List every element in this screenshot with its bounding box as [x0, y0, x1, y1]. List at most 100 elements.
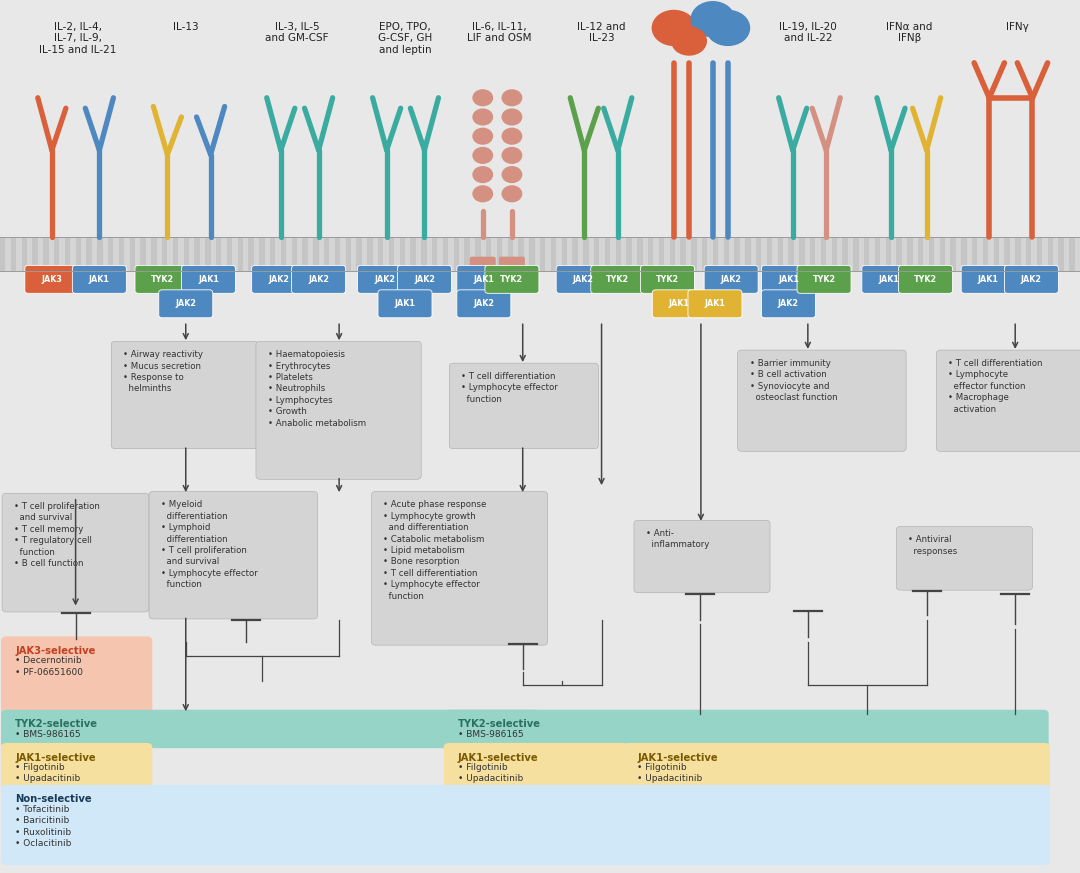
Circle shape — [473, 90, 492, 106]
Bar — [227, 237, 232, 271]
FancyBboxPatch shape — [899, 265, 953, 293]
Bar — [238, 237, 243, 271]
Bar — [967, 237, 972, 271]
Bar — [340, 237, 346, 271]
Bar — [805, 237, 810, 271]
Bar — [551, 237, 556, 271]
Circle shape — [672, 27, 706, 55]
Text: • Antiviral
  responses: • Antiviral responses — [908, 535, 958, 555]
FancyBboxPatch shape — [704, 265, 758, 293]
Bar — [92, 237, 97, 271]
Bar — [567, 237, 572, 271]
Bar — [826, 237, 832, 271]
Bar — [994, 237, 999, 271]
Bar — [205, 237, 211, 271]
Bar — [891, 237, 896, 271]
Bar — [437, 237, 443, 271]
Bar — [135, 237, 140, 271]
Text: IL-3, IL-5
and GM-CSF: IL-3, IL-5 and GM-CSF — [266, 22, 328, 44]
Bar — [367, 237, 373, 271]
Text: JAK3-selective: JAK3-selective — [15, 646, 95, 656]
Bar — [788, 237, 794, 271]
Bar — [49, 237, 54, 271]
Bar — [502, 237, 508, 271]
Bar — [157, 237, 162, 271]
Text: JAK2: JAK2 — [778, 299, 799, 308]
Text: • Myeloid
  differentiation
• Lymphoid
  differentiation
• T cell proliferation
: • Myeloid differentiation • Lymphoid dif… — [161, 500, 258, 589]
Text: JAK2: JAK2 — [720, 275, 742, 284]
Bar — [583, 237, 589, 271]
Bar — [43, 237, 49, 271]
Circle shape — [502, 109, 522, 125]
Bar — [1015, 237, 1021, 271]
Bar — [119, 237, 124, 271]
Bar — [54, 237, 59, 271]
FancyBboxPatch shape — [1, 636, 152, 715]
Circle shape — [706, 10, 750, 45]
Bar — [572, 237, 578, 271]
Bar — [470, 237, 475, 271]
FancyBboxPatch shape — [961, 265, 1015, 293]
Bar — [783, 237, 788, 271]
Bar — [950, 237, 956, 271]
Bar — [648, 237, 653, 271]
Bar — [670, 237, 675, 271]
FancyBboxPatch shape — [591, 265, 645, 293]
Bar — [491, 237, 497, 271]
Text: TYK2: TYK2 — [606, 275, 630, 284]
Bar — [32, 237, 38, 271]
Bar — [599, 237, 605, 271]
Bar — [643, 237, 648, 271]
Bar — [108, 237, 113, 271]
Bar — [416, 237, 421, 271]
Text: JAK2: JAK2 — [572, 275, 594, 284]
Text: IL-10: IL-10 — [687, 22, 713, 31]
Bar — [400, 237, 405, 271]
Bar — [761, 237, 767, 271]
Bar — [562, 237, 567, 271]
Bar — [475, 237, 481, 271]
Bar — [578, 237, 583, 271]
Text: JAK2: JAK2 — [1021, 275, 1042, 284]
FancyBboxPatch shape — [1004, 265, 1058, 293]
Circle shape — [502, 90, 522, 106]
Bar — [864, 237, 869, 271]
Bar — [27, 237, 32, 271]
Text: JAK1-selective: JAK1-selective — [637, 753, 718, 762]
Bar — [886, 237, 891, 271]
Bar — [0, 237, 5, 271]
Bar — [389, 237, 394, 271]
Bar — [664, 237, 670, 271]
Bar — [653, 237, 659, 271]
Bar — [189, 237, 194, 271]
Bar — [697, 237, 702, 271]
Bar — [842, 237, 848, 271]
Bar — [923, 237, 929, 271]
Bar — [821, 237, 826, 271]
Bar — [270, 237, 275, 271]
Bar — [535, 237, 540, 271]
Text: TYK2: TYK2 — [150, 275, 174, 284]
Text: JAK2: JAK2 — [308, 275, 329, 284]
Bar — [448, 237, 454, 271]
FancyBboxPatch shape — [797, 265, 851, 293]
FancyBboxPatch shape — [738, 350, 906, 451]
Text: JAK2: JAK2 — [268, 275, 289, 284]
Bar — [292, 237, 297, 271]
FancyBboxPatch shape — [936, 350, 1080, 451]
FancyBboxPatch shape — [149, 491, 318, 619]
Bar — [815, 237, 821, 271]
FancyBboxPatch shape — [640, 265, 694, 293]
Bar — [173, 237, 178, 271]
Text: • Anti-
  inflammatory: • Anti- inflammatory — [646, 529, 710, 549]
Bar — [454, 237, 459, 271]
Text: TYK2: TYK2 — [812, 275, 836, 284]
Bar — [772, 237, 778, 271]
Bar — [869, 237, 875, 271]
Bar — [313, 237, 319, 271]
Bar — [734, 237, 740, 271]
Bar — [265, 237, 270, 271]
Bar — [405, 237, 410, 271]
Bar — [999, 237, 1004, 271]
Bar — [675, 237, 680, 271]
